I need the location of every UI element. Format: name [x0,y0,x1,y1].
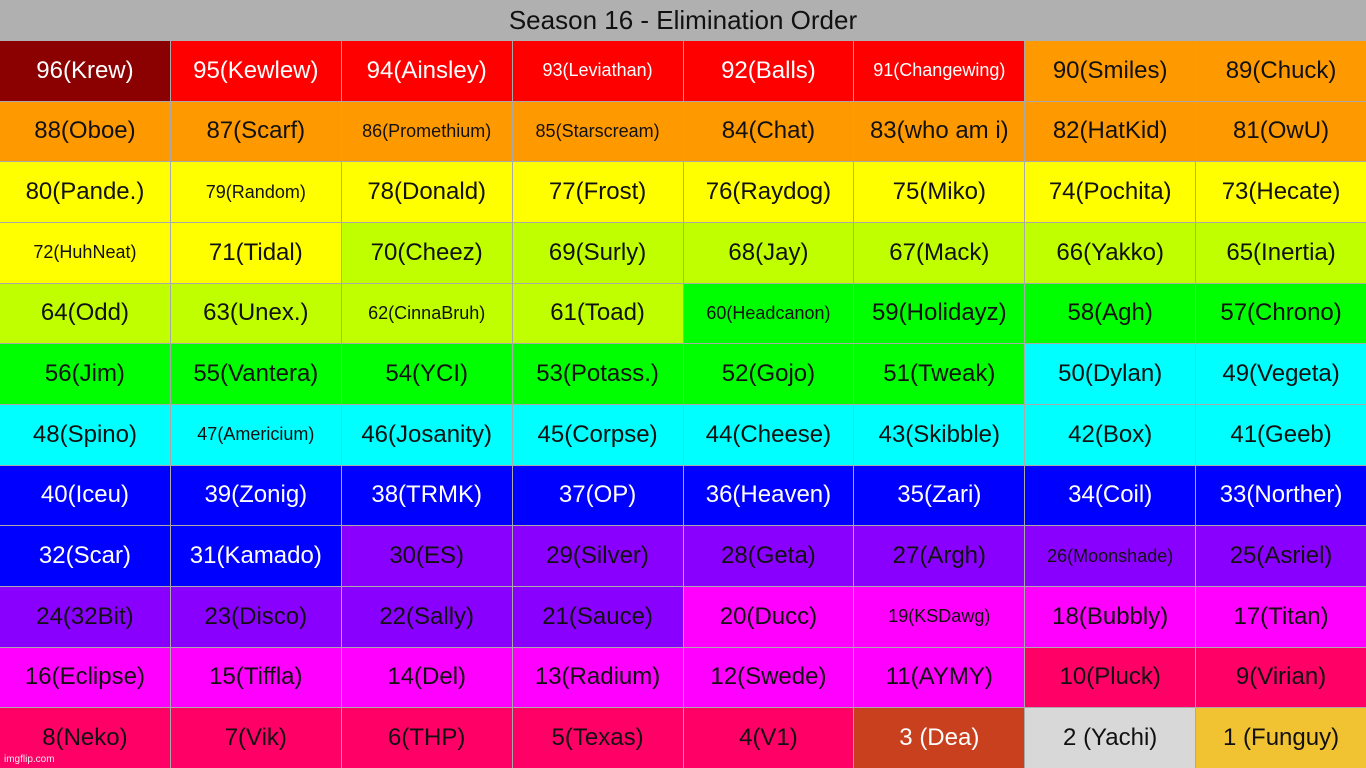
elimination-cell: 69(Surly) [512,223,683,283]
elimination-cell: 96(Krew) [0,41,170,101]
elimination-cell: 24(32Bit) [0,587,170,647]
elimination-cell: 76(Raydog) [683,162,854,222]
elimination-cell: 9(Virian) [1196,647,1366,708]
elimination-cell: 80(Pande.) [0,162,170,222]
elimination-cell: 95(Kewlew) [170,41,341,101]
page-title: Season 16 - Elimination Order [0,0,1366,41]
elimination-cell: 15(Tiffla) [170,647,341,708]
elimination-cell: 77(Frost) [512,162,683,222]
elimination-cell: 7(Vik) [170,708,341,768]
elimination-cell: 21(Sauce) [512,587,683,647]
elimination-cell: 65(Inertia) [1196,223,1366,283]
elimination-cell: 86(Promethium) [341,101,512,162]
elimination-cell: 16(Eclipse) [0,647,170,708]
elimination-cell: 64(Odd) [0,283,170,344]
elimination-cell: 47(Americium) [170,405,341,465]
elimination-cell: 85(Starscream) [512,101,683,162]
elimination-cell: 68(Jay) [683,223,854,283]
elimination-cell: 4(V1) [683,708,854,768]
elimination-cell: 55(Vantera) [170,344,341,404]
elimination-cell: 87(Scarf) [170,101,341,162]
elimination-cell: 66(Yakko) [1025,223,1196,283]
elimination-cell: 11(AYMY) [854,647,1025,708]
elimination-cell: 30(ES) [341,526,512,586]
elimination-cell: 82(HatKid) [1025,101,1196,162]
elimination-cell: 3 (Dea) [854,708,1025,768]
elimination-cell: 41(Geeb) [1196,405,1366,465]
elimination-cell: 57(Chrono) [1196,283,1366,344]
elimination-cell: 33(Norther) [1196,465,1366,526]
elimination-cell: 50(Dylan) [1025,344,1196,404]
elimination-cell: 18(Bubbly) [1025,587,1196,647]
elimination-cell: 35(Zari) [854,465,1025,526]
elimination-cell: 84(Chat) [683,101,854,162]
elimination-cell: 49(Vegeta) [1196,344,1366,404]
elimination-grid: 96(Krew) 95(Kewlew) 94(Ainsley) 93(Leviatha… [0,41,1366,768]
elimination-cell: 13(Radium) [512,647,683,708]
elimination-cell: 48(Spino) [0,405,170,465]
elimination-cell: 90(Smiles) [1025,41,1196,101]
elimination-cell: 39(Zonig) [170,465,341,526]
elimination-cell: 38(TRMK) [341,465,512,526]
elimination-cell: 52(Gojo) [683,344,854,404]
elimination-cell: 94(Ainsley) [341,41,512,101]
watermark: imgflip.com [4,754,55,765]
elimination-cell: 71(Tidal) [170,223,341,283]
elimination-cell: 6(THP) [341,708,512,768]
elimination-cell: 51(Tweak) [854,344,1025,404]
elimination-cell: 44(Cheese) [683,405,854,465]
elimination-cell: 81(OwU) [1196,101,1366,162]
elimination-cell: 45(Corpse) [512,405,683,465]
elimination-cell: 89(Chuck) [1196,41,1366,101]
elimination-cell: 79(Random) [170,162,341,222]
elimination-cell: 8(Neko) [0,708,170,768]
elimination-cell: 31(Kamado) [170,526,341,586]
elimination-cell: 91(Changewing) [854,41,1025,101]
elimination-cell: 43(Skibble) [854,405,1025,465]
elimination-cell: 19(KSDawg) [854,587,1025,647]
elimination-cell: 17(Titan) [1196,587,1366,647]
elimination-cell: 92(Balls) [683,41,854,101]
elimination-cell: 75(Miko) [854,162,1025,222]
elimination-cell: 25(Asriel) [1196,526,1366,586]
elimination-cell: 29(Silver) [512,526,683,586]
elimination-cell: 10(Pluck) [1025,647,1196,708]
elimination-cell: 22(Sally) [341,587,512,647]
elimination-cell: 32(Scar) [0,526,170,586]
elimination-cell: 63(Unex.) [170,283,341,344]
elimination-cell: 93(Leviathan) [512,41,683,101]
elimination-cell: 12(Swede) [683,647,854,708]
elimination-cell: 72(HuhNeat) [0,223,170,283]
elimination-cell: 1 (Funguy) [1196,708,1366,768]
elimination-cell: 53(Potass.) [512,344,683,404]
elimination-cell: 42(Box) [1025,405,1196,465]
elimination-cell: 14(Del) [341,647,512,708]
elimination-cell: 73(Hecate) [1196,162,1366,222]
elimination-cell: 60(Headcanon) [683,283,854,344]
elimination-cell: 46(Josanity) [341,405,512,465]
elimination-cell: 61(Toad) [512,283,683,344]
elimination-cell: 34(Coil) [1025,465,1196,526]
elimination-cell: 58(Agh) [1025,283,1196,344]
elimination-cell: 88(Oboe) [0,101,170,162]
elimination-cell: 56(Jim) [0,344,170,404]
elimination-cell: 78(Donald) [341,162,512,222]
elimination-cell: 2 (Yachi) [1025,708,1196,768]
elimination-cell: 40(Iceu) [0,465,170,526]
elimination-cell: 83(who am i) [854,101,1025,162]
elimination-cell: 67(Mack) [854,223,1025,283]
elimination-cell: 26(Moonshade) [1025,526,1196,586]
elimination-cell: 28(Geta) [683,526,854,586]
elimination-cell: 70(Cheez) [341,223,512,283]
elimination-cell: 27(Argh) [854,526,1025,586]
elimination-cell: 59(Holidayz) [854,283,1025,344]
elimination-cell: 5(Texas) [512,708,683,768]
elimination-cell: 37(OP) [512,465,683,526]
elimination-cell: 74(Pochita) [1025,162,1196,222]
elimination-cell: 54(YCI) [341,344,512,404]
elimination-cell: 62(CinnaBruh) [341,283,512,344]
elimination-cell: 36(Heaven) [683,465,854,526]
elimination-cell: 23(Disco) [170,587,341,647]
elimination-cell: 20(Ducc) [683,587,854,647]
